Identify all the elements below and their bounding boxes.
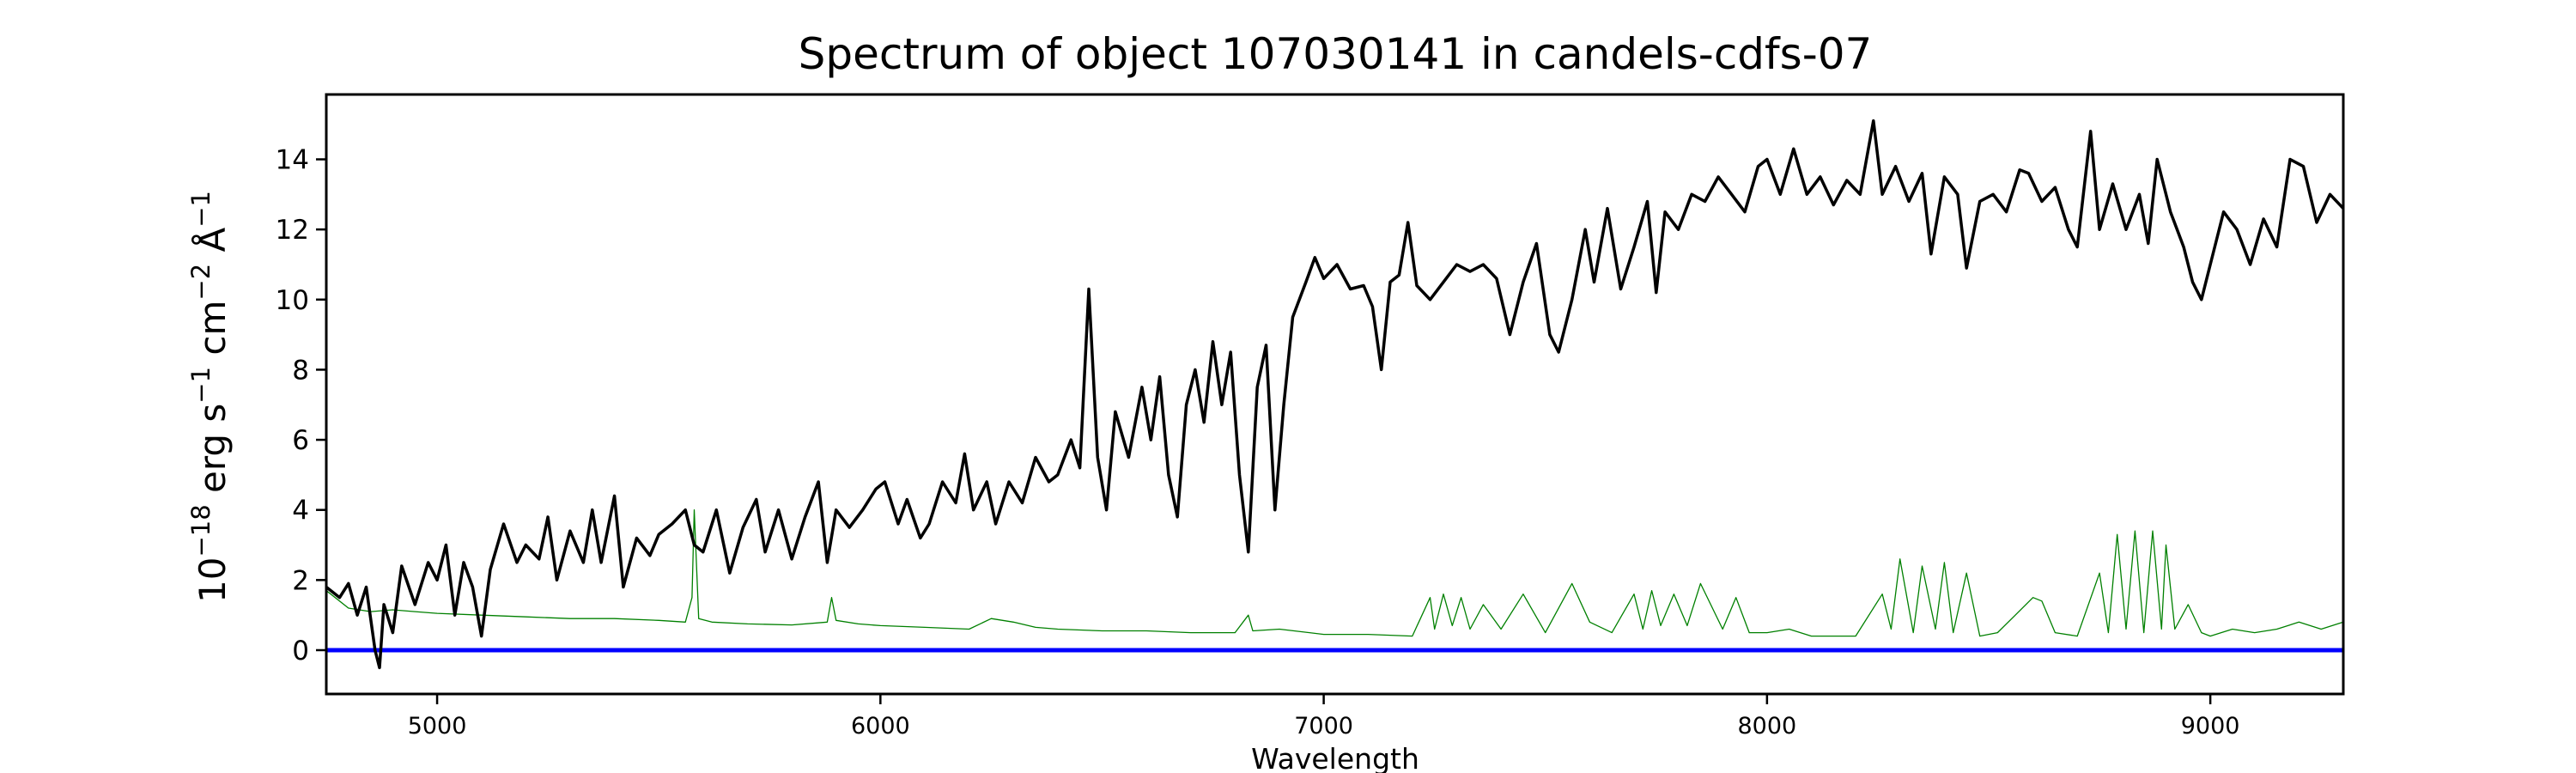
y-axis: 0 2 4 6 8 10 12 14 (276, 145, 326, 666)
x-tick-label: 9000 (2181, 713, 2240, 740)
x-axis-label: Wavelength (1251, 742, 1419, 773)
y-tick-label: 0 (292, 636, 309, 666)
plot-area (325, 119, 2345, 670)
y-tick-label: 12 (276, 215, 309, 246)
series-flux-line (325, 119, 2345, 670)
chart-title: Spectrum of object 107030141 in candels-… (799, 29, 1873, 79)
y-tick-label: 14 (276, 145, 309, 176)
x-tick-label: 8000 (1737, 713, 1796, 740)
x-axis: 5000 6000 7000 8000 9000 (408, 694, 2240, 740)
y-tick-label: 10 (276, 285, 309, 316)
y-tick-label: 2 (292, 565, 309, 596)
axes-frame (325, 93, 2345, 696)
x-tick-label: 5000 (408, 713, 467, 740)
y-axis-label: 10−18 erg s−1 cm−2 Å−1 (186, 191, 234, 603)
series-error-line (325, 509, 2344, 637)
x-tick-label: 6000 (851, 713, 910, 740)
y-tick-label: 4 (292, 496, 309, 526)
y-tick-label: 6 (292, 425, 309, 456)
y-tick-label: 8 (292, 355, 309, 386)
x-tick-label: 7000 (1294, 713, 1353, 740)
